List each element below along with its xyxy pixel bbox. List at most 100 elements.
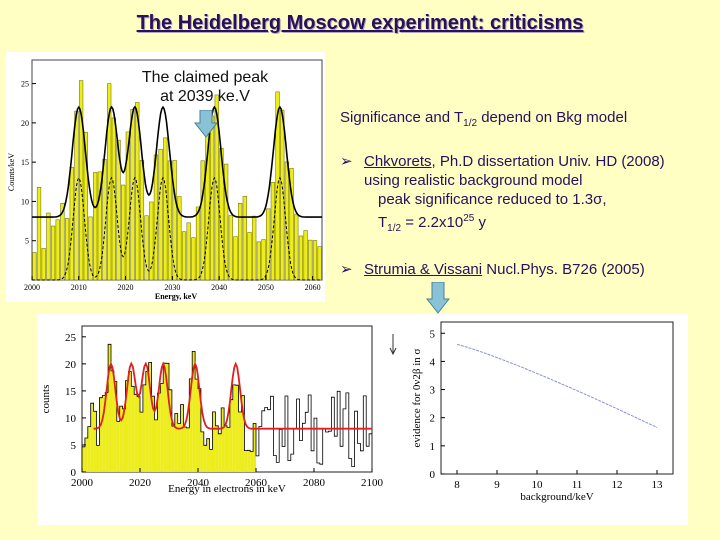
histogram-bar (131, 386, 135, 472)
histogram-bar (195, 379, 198, 472)
histogram-bar (102, 158, 107, 281)
peak-components-curve (32, 176, 322, 281)
histogram-bar (198, 388, 201, 472)
histogram-bar (121, 184, 126, 281)
histogram-bar (186, 222, 191, 281)
x-tick-label: 2020 (129, 477, 152, 489)
annotation-line-1: The claimed peak (141, 69, 269, 86)
histogram-bar (200, 160, 205, 281)
y-tick-label: 10 (21, 197, 29, 206)
histogram-bar (177, 423, 181, 472)
y-tick-label: 20 (21, 119, 29, 128)
histogram-bar (99, 397, 103, 472)
histogram-bar (93, 172, 98, 281)
histogram-bar (142, 384, 146, 472)
histogram-bar (228, 215, 233, 281)
histogram-bar (238, 203, 243, 281)
histogram-bar (158, 148, 163, 281)
histogram-bar (253, 423, 256, 472)
y-tick-label: 2 (430, 413, 436, 425)
histogram-bar (250, 451, 254, 472)
histogram-bar (154, 419, 158, 472)
histogram-bar (215, 425, 219, 472)
histogram-bar (256, 241, 261, 281)
histogram-bar (102, 395, 106, 472)
histogram-bar (128, 371, 132, 472)
histogram-bar (116, 139, 121, 281)
histogram-bar (111, 117, 116, 281)
histogram-bar (83, 132, 88, 281)
histogram-bar (87, 426, 91, 472)
histogram-bar (186, 427, 190, 472)
histogram-bar (241, 395, 245, 472)
y-tick-label: 15 (65, 386, 77, 398)
histogram-bar (252, 215, 257, 281)
histogram-bar (233, 236, 238, 281)
x-tick-label: 13 (652, 479, 664, 491)
histogram-bar (171, 426, 175, 472)
histogram-bar (174, 413, 178, 472)
histogram-bar (192, 351, 196, 472)
y-tick-label: 25 (21, 80, 29, 89)
author-link[interactable]: Chkvorets (364, 153, 432, 170)
histogram-bar (130, 109, 135, 281)
histogram-bar (84, 437, 88, 472)
x-axis-label: Energy, keV (155, 292, 197, 301)
histogram-bar (135, 102, 140, 281)
histogram-bar (284, 161, 290, 281)
bullet-1-line-3: peak significance reduced to 1.3σ, (378, 191, 607, 208)
histogram-bar (200, 431, 204, 472)
histogram-bar (119, 406, 123, 472)
x-tick-label: 2050 (258, 283, 274, 292)
y-tick-label: 10 (65, 413, 77, 425)
histogram-bar (69, 166, 74, 281)
histogram-bar (166, 363, 169, 472)
histogram-bar (289, 168, 294, 281)
x-tick-label: 2010 (71, 283, 87, 292)
histogram-bar (50, 225, 56, 281)
histogram-bar (122, 408, 126, 472)
histogram-bar (46, 212, 51, 281)
histogram-bar (294, 213, 299, 281)
histogram-bar (266, 208, 271, 281)
top-histogram-panel: 5 10 15 20 25 2000 2010 2020 2030 2040 2050 2060 Co… (6, 52, 325, 302)
histogram-bar (203, 445, 207, 472)
annotation-line-2: at 2039 ke.V (160, 88, 250, 105)
y-tick-label: 0 (430, 469, 436, 481)
x-tick-label: 11 (572, 479, 583, 491)
y-tick-label: 0 (71, 467, 77, 479)
y-axis-label: Counts/keV (7, 153, 16, 191)
histogram-bar (163, 363, 167, 472)
histogram-bar (209, 449, 213, 472)
top-histogram-chart: 5 10 15 20 25 2000 2010 2020 2030 2040 2050 2060 Co… (7, 59, 323, 301)
y-tick-label: 5 (430, 328, 436, 340)
histogram-bar (96, 445, 100, 472)
histogram-bar (107, 83, 112, 281)
y-tick-label: 5 (25, 237, 29, 246)
histogram-bar (218, 433, 222, 472)
histogram-bar (247, 450, 251, 472)
histogram-bar (229, 399, 233, 472)
histogram-bar (212, 411, 216, 472)
x-axis-label: Energy in electrons in keV (168, 483, 286, 495)
histogram-bar (312, 240, 318, 281)
histogram-bar (189, 378, 193, 472)
y-tick-label: 1 (430, 441, 436, 453)
histogram-bar (145, 371, 149, 472)
claimed-peak-annotation: The claimed peak at 2039 ke.V (110, 68, 300, 106)
fit-curve (32, 105, 322, 218)
y-tick-label: 20 (65, 359, 77, 371)
histogram-bar (125, 380, 129, 472)
y-tick-label: 5 (71, 440, 77, 452)
x-tick-label: 2040 (187, 477, 210, 489)
bottom-figures-panel: 0 5 10 15 20 25 2000 2020 2040 2060 2080 2100 count… (37, 314, 688, 525)
authors-link[interactable]: Strumia & Vissani (364, 261, 483, 278)
histogram-bar (116, 421, 120, 472)
histogram-bar (36, 187, 42, 281)
histogram-bar (163, 137, 168, 281)
x-tick-label: 8 (454, 479, 460, 491)
histogram-bar (55, 219, 60, 281)
histogram-bar (149, 201, 154, 281)
histogram-bar (169, 389, 172, 472)
